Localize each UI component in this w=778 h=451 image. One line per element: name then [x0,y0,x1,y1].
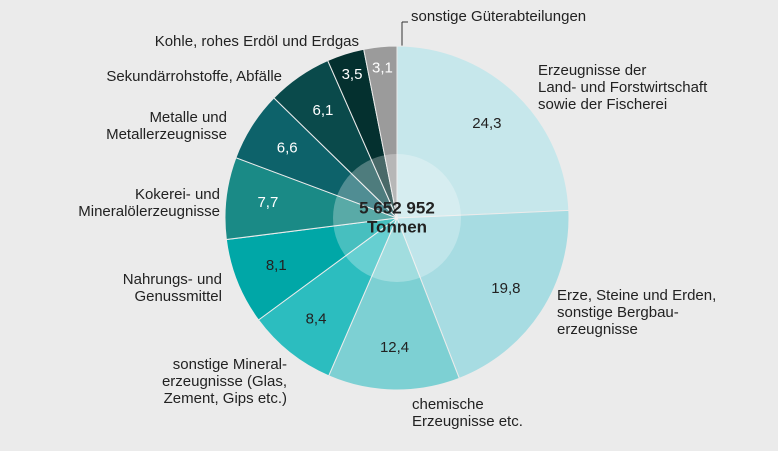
category-label: Erze, Steine und Erden, sonstige Bergbau… [557,287,717,338]
value-label: 12,4 [380,339,409,356]
pie-slice [328,216,460,391]
category-label: sonstige Güterabteilungen [411,8,587,25]
category-label: Sekundärrohstoffe, Abfälle [106,68,282,85]
pie-slice [257,216,399,377]
value-label: 7,7 [257,194,278,211]
category-label: Kokerei- und Mineralölerzeugnisse [78,186,220,220]
category-label: chemische Erzeugnisse etc. [412,396,523,430]
category-label: sonstige Mineral- erzeugnisse (Glas, Zem… [161,356,287,407]
pie-slice [396,45,570,219]
value-label: 6,1 [312,102,333,119]
category-label: Metalle und Metallerzeugnisse [106,109,227,143]
pie-slice [396,209,570,379]
center-circle [333,154,461,282]
value-label: 3,5 [342,66,363,83]
value-label: 8,4 [306,311,327,328]
value-label: 8,1 [266,257,287,274]
value-label: 24,3 [472,115,501,132]
pie-slice [225,217,399,321]
category-label: Nahrungs- und Genussmittel [122,271,222,305]
center-label: Tonnen [367,217,427,236]
value-label: 3,1 [372,60,393,77]
value-label: 6,6 [277,139,298,156]
category-label: Erzeugnisse der Land- und Forstwirtschaf… [538,62,708,113]
pie-slice [363,45,398,219]
category-label: Kohle, rohes Erdöl und Erdgas [154,33,359,50]
value-label: 19,8 [491,280,520,297]
center-label: 5 652 952 [359,198,435,217]
